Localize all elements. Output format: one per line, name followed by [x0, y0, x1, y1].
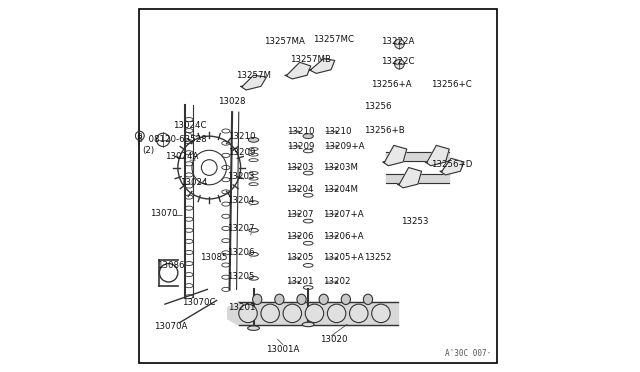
Polygon shape	[241, 75, 266, 90]
Text: 13209: 13209	[228, 148, 255, 157]
Text: 13206+A: 13206+A	[323, 232, 364, 241]
Text: 13070C: 13070C	[182, 298, 215, 307]
Text: 13210: 13210	[287, 127, 314, 136]
Text: 13252: 13252	[364, 253, 392, 263]
Circle shape	[328, 304, 346, 323]
Text: 13001A: 13001A	[266, 345, 300, 354]
Text: 13256+A: 13256+A	[371, 80, 412, 89]
Ellipse shape	[319, 294, 328, 305]
Text: 13202: 13202	[323, 278, 350, 286]
Ellipse shape	[253, 294, 262, 305]
Circle shape	[395, 39, 404, 49]
Circle shape	[283, 304, 301, 323]
Text: 13207: 13207	[285, 209, 313, 219]
Text: 13207+A: 13207+A	[323, 209, 364, 219]
Text: 13210: 13210	[324, 127, 351, 136]
Text: 13205: 13205	[285, 253, 313, 263]
Text: B  08120-63528: B 08120-63528	[137, 135, 207, 144]
Text: 13257M: 13257M	[236, 71, 271, 80]
Text: 13024C: 13024C	[173, 121, 207, 129]
Ellipse shape	[248, 326, 259, 330]
Text: 13256+C: 13256+C	[431, 80, 472, 89]
Text: 13203: 13203	[285, 163, 313, 172]
Circle shape	[239, 304, 257, 323]
Ellipse shape	[364, 294, 372, 305]
Text: 13204: 13204	[227, 196, 254, 205]
Ellipse shape	[275, 294, 284, 305]
Text: A'30C 007·: A'30C 007·	[445, 350, 492, 359]
Text: 13070A: 13070A	[154, 322, 188, 331]
Polygon shape	[285, 62, 311, 79]
Text: 13205+A: 13205+A	[323, 253, 364, 263]
Text: 13257MC: 13257MC	[312, 35, 354, 44]
Text: 13206: 13206	[285, 232, 313, 241]
Polygon shape	[440, 158, 464, 175]
Text: 13085: 13085	[200, 253, 227, 263]
Text: 13020: 13020	[320, 335, 348, 344]
Text: 13205: 13205	[227, 272, 254, 281]
Circle shape	[261, 304, 280, 323]
Text: 13209: 13209	[287, 142, 314, 151]
Text: 13204M: 13204M	[323, 185, 358, 194]
Circle shape	[305, 304, 324, 323]
Polygon shape	[309, 59, 335, 73]
Ellipse shape	[341, 294, 351, 305]
Text: 13024A: 13024A	[165, 152, 198, 161]
Circle shape	[395, 60, 404, 69]
Text: 13086: 13086	[157, 261, 184, 270]
Text: 13207: 13207	[227, 224, 254, 233]
Text: 13024: 13024	[180, 178, 207, 187]
Text: 13206: 13206	[227, 248, 254, 257]
Text: 13222C: 13222C	[381, 57, 415, 66]
Text: 13257MB: 13257MB	[290, 55, 331, 64]
Polygon shape	[397, 167, 422, 188]
Text: (2): (2)	[142, 147, 154, 155]
Polygon shape	[425, 145, 449, 166]
Text: 13256+D: 13256+D	[431, 160, 472, 170]
Polygon shape	[383, 145, 407, 166]
Text: 13203: 13203	[227, 172, 254, 181]
Text: 13253: 13253	[401, 217, 429, 225]
Text: 13070: 13070	[150, 209, 178, 218]
Circle shape	[372, 304, 390, 323]
Text: 13201: 13201	[228, 303, 255, 312]
Ellipse shape	[248, 137, 259, 142]
Text: 13256: 13256	[364, 102, 392, 111]
Text: 13210: 13210	[228, 132, 255, 141]
Polygon shape	[228, 302, 239, 325]
Circle shape	[349, 304, 368, 323]
Text: 13209+A: 13209+A	[324, 142, 364, 151]
Ellipse shape	[303, 134, 314, 138]
Text: 13028: 13028	[218, 97, 246, 106]
Text: 13204: 13204	[285, 185, 313, 194]
Text: 13201: 13201	[285, 278, 313, 286]
Ellipse shape	[302, 322, 314, 327]
Text: 13257MA: 13257MA	[264, 37, 305, 46]
Text: B: B	[138, 133, 142, 139]
Text: 13222A: 13222A	[381, 37, 414, 46]
Text: 13203M: 13203M	[323, 163, 358, 172]
Ellipse shape	[297, 294, 306, 305]
Text: 13256+B: 13256+B	[364, 126, 405, 135]
